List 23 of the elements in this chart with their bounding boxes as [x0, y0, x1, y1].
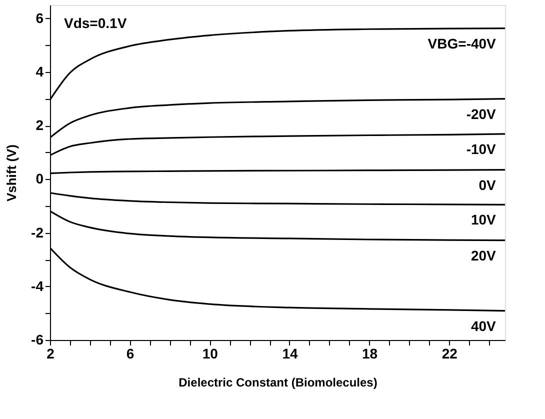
series-label: -20V — [466, 106, 497, 122]
y-tick-label: 2 — [36, 117, 44, 134]
series-label: 20V — [470, 247, 497, 264]
x-tick-label: 6 — [126, 346, 134, 362]
series-label: 40V — [470, 318, 497, 334]
x-axis-title: Dielectric Constant (Biomolecules) — [178, 376, 378, 390]
y-axis-title: Vshift (V) — [4, 144, 20, 202]
y-tick-label: 0 — [36, 170, 44, 187]
x-tick-label: 22 — [442, 346, 458, 362]
y-tick-label: -2 — [31, 224, 44, 240]
y-tick-label: 6 — [36, 10, 44, 26]
x-tick-label: 2 — [46, 346, 55, 362]
y-tick-label: 4 — [36, 64, 44, 80]
series-label: 10V — [470, 212, 497, 228]
series-label: 0V — [478, 176, 497, 193]
series-label: -10V — [466, 140, 497, 157]
x-tick-label: 18 — [362, 346, 378, 362]
y-tick-label: -4 — [31, 278, 44, 294]
x-tick-label: 10 — [202, 346, 218, 362]
series-label: VBG=-40V — [428, 35, 497, 52]
x-tick-label: 14 — [282, 346, 298, 362]
y-tick-label: -6 — [31, 332, 44, 348]
annotation: Vds=0.1V — [64, 15, 128, 31]
